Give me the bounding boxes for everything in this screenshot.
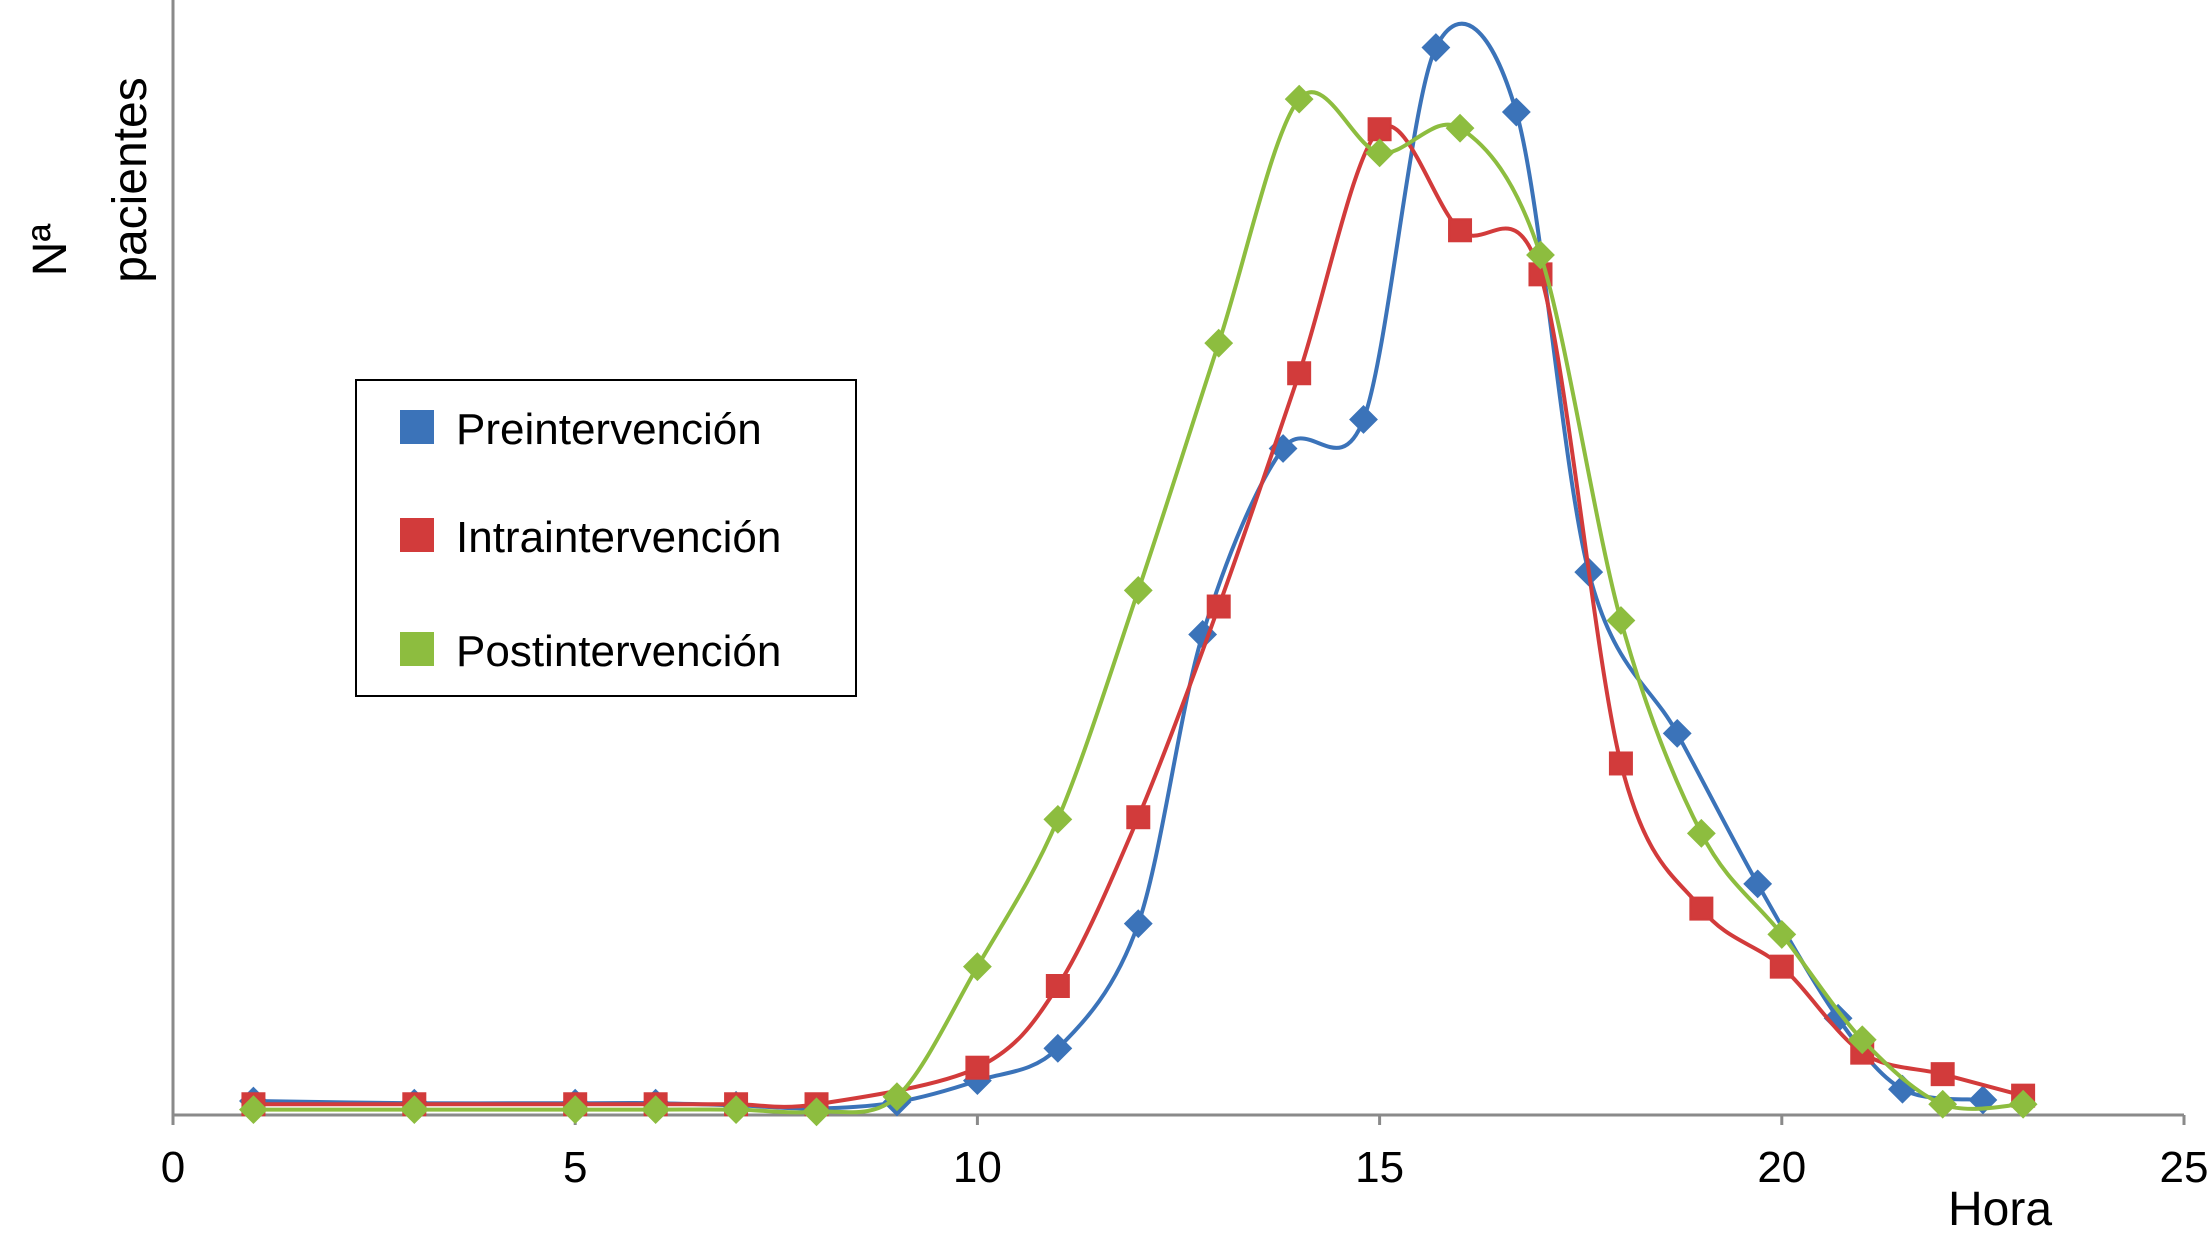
data-point [1421,33,1451,62]
data-point [1606,606,1636,635]
legend-items: Preintervención Intraintervención Postinte… [400,405,781,676]
data-point [1743,869,1773,899]
data-point [721,1095,751,1125]
data-point [1045,974,1070,998]
legend-label: Preintervención [456,405,762,454]
data-point [1043,1033,1073,1063]
data-point [882,1082,912,1112]
legend-swatch [400,518,434,552]
legend-label: Intraintervención [456,513,781,562]
x-tick-label: 5 [563,1143,587,1192]
series-layer [239,21,2038,1127]
data-point [2008,1089,2038,1119]
x-axis-title: Hora [1948,1183,2052,1236]
data-point [1349,405,1378,434]
x-tick-label: 10 [953,1143,1002,1192]
legend-box [355,379,857,697]
data-point [1123,575,1153,605]
data-point [1847,1025,1877,1055]
data-point [1365,138,1395,168]
legend-label: Postintervención [456,627,781,676]
data-point [1448,218,1473,243]
data-point [1043,804,1073,834]
data-point [1445,113,1475,143]
data-point [1204,328,1234,358]
series-3 [239,84,2038,1127]
legend: Preintervención Intraintervención Postinte… [355,379,857,697]
data-point [1501,97,1531,127]
data-point [1123,909,1153,939]
data-point [1526,240,1555,270]
legend-swatch [400,410,434,444]
data-point [1206,594,1231,619]
data-point [1126,805,1151,830]
data-point [802,1097,831,1127]
data-point [641,1095,671,1125]
data-point [1662,718,1692,748]
axes: 0 5 10 15 20 25 [161,0,2209,1192]
y-axis-title-line2: pacientes [104,77,157,282]
data-point [1930,1062,1955,1087]
data-point [1769,954,1794,979]
data-point [962,952,992,982]
data-point [1767,919,1797,949]
data-point [1686,818,1716,848]
data-point [1287,361,1312,386]
data-point [560,1095,590,1125]
x-tick-label: 15 [1355,1143,1404,1192]
data-point [1928,1089,1958,1119]
x-tick-label: 20 [1757,1143,1806,1192]
x-tick-label: 0 [161,1143,185,1192]
data-point [1608,751,1633,776]
x-tick-label: 25 [2160,1143,2209,1192]
data-point [239,1095,268,1125]
x-ticks: 0 5 10 15 20 25 [161,1115,2209,1192]
y-axis-title-line1: Nª [24,224,77,277]
data-point [965,1055,990,1080]
data-point [399,1095,429,1125]
data-point [1367,117,1392,142]
data-point [1689,896,1714,921]
legend-swatch [400,632,434,666]
data-point [1284,84,1314,114]
